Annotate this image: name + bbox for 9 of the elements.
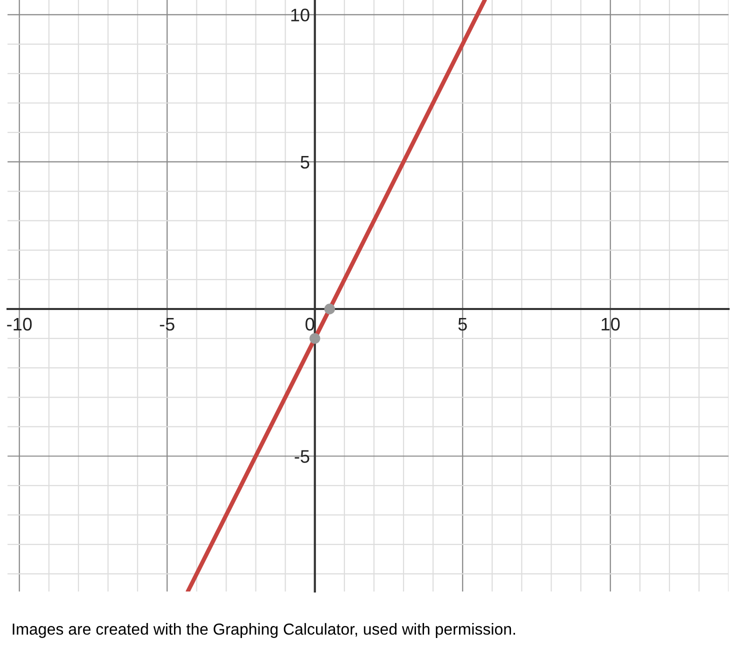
y-tick-label: -5	[294, 450, 310, 463]
y-tick-label: 10	[291, 8, 310, 22]
y-tick-label: 5	[300, 156, 310, 169]
x-tick-label: 0	[306, 318, 314, 331]
x-tick-label: 10	[602, 318, 620, 331]
text: Images are created with the Graphing Calculator, used with permission.	[12, 623, 516, 638]
x-tick-label: 5	[458, 318, 467, 331]
x-tick-label: -10	[7, 318, 32, 331]
x-tick-label: -5	[160, 318, 174, 331]
